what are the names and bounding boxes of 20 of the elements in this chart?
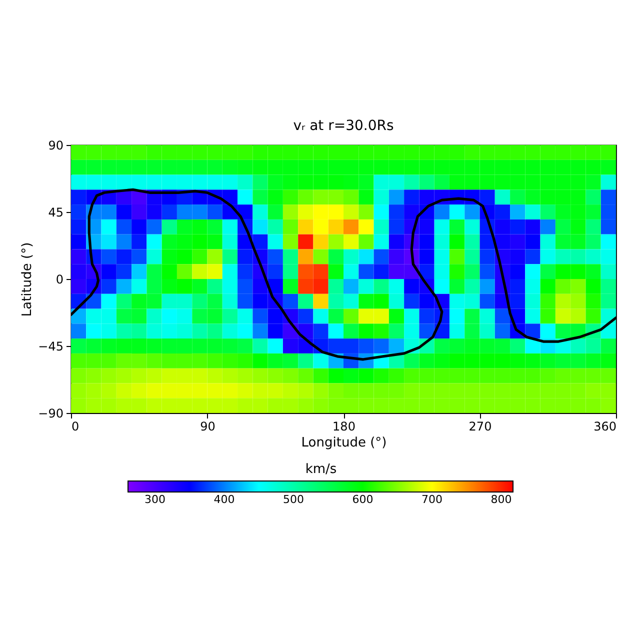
x-tick-label: 0 xyxy=(72,420,80,434)
color-bar-title: km/s xyxy=(305,462,337,477)
x-tick-label: 270 xyxy=(468,420,492,434)
y-tick-label: −45 xyxy=(38,340,64,354)
color-bar-label: 800 xyxy=(490,493,512,506)
color-bar-label: 600 xyxy=(352,493,374,506)
y-tick-label: −90 xyxy=(38,406,64,420)
y-axis-title: Latitude (°) xyxy=(20,242,36,317)
chart-title: vᵣ at r=30.0Rs xyxy=(293,118,394,134)
color-bar-label: 500 xyxy=(282,493,304,506)
color-bar-label: 700 xyxy=(421,493,442,506)
y-tick-label: 45 xyxy=(48,206,64,220)
x-tick-label: 360 xyxy=(594,420,616,434)
y-tick-label: 0 xyxy=(56,272,64,286)
x-tick-label: 90 xyxy=(200,420,216,434)
color-bar-label: 300 xyxy=(144,493,166,506)
y-tick-label: 90 xyxy=(48,138,64,152)
x-axis-title: Longitude (°) xyxy=(301,436,387,450)
x-tick-label: 180 xyxy=(332,420,356,434)
color-bar-label: 400 xyxy=(214,493,235,506)
